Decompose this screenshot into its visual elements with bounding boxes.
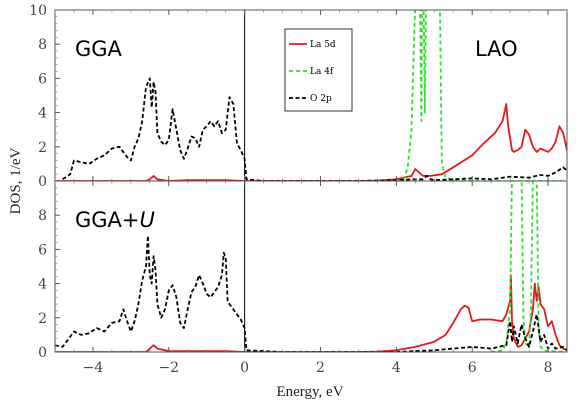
panel-label-2: GGA+U (75, 208, 155, 232)
x-tick-label: 2 (316, 360, 325, 376)
x-tick-label: −2 (158, 360, 179, 376)
x-tick-label: 4 (392, 360, 401, 376)
series-line-la4f-panel-1 (396, 10, 567, 181)
x-axis-title: Energy, eV (276, 384, 343, 400)
x-tick-label: 0 (240, 360, 249, 376)
legend: La 5d La 4f O 2p (284, 28, 353, 112)
material-annotation: LAO (475, 37, 518, 61)
x-tick-label: 8 (544, 360, 553, 376)
y-tick-label: 6 (38, 71, 47, 87)
y-tick-label: 4 (38, 277, 47, 293)
y-tick-label: 10 (29, 3, 47, 19)
legend-label-la4f: La 4f (310, 67, 334, 77)
y-tick-label: 8 (38, 208, 47, 224)
y-tick-label: 6 (38, 242, 47, 258)
y-tick-label: 2 (38, 140, 47, 156)
series-line-la5d-panel-2 (55, 274, 567, 352)
series-line-la5d-panel-1 (55, 103, 567, 181)
y-tick-label: 4 (38, 106, 47, 122)
panel-series-group (55, 10, 567, 181)
legend-label-o2p: O 2p (310, 94, 332, 104)
y-tick-label: 2 (38, 311, 47, 327)
panel-label-1: GGA (75, 37, 123, 61)
y-tick-label: 0 (38, 174, 47, 190)
legend-label-la5d: La 5d (310, 40, 336, 50)
series-line-la4f-panel-2 (490, 181, 567, 352)
series-line-o2p-panel-1 (62, 77, 567, 181)
y-tick-label: 0 (38, 345, 47, 361)
x-tick-label: −4 (83, 360, 104, 376)
y-axis-title: DOS, 1/eV (8, 148, 24, 215)
x-tick-label: 6 (468, 360, 477, 376)
y-tick-label: 8 (38, 37, 47, 53)
panel-series-group (55, 181, 567, 352)
panel-frame (54, 180, 568, 353)
series-line-o2p-panel-2 (55, 234, 567, 352)
